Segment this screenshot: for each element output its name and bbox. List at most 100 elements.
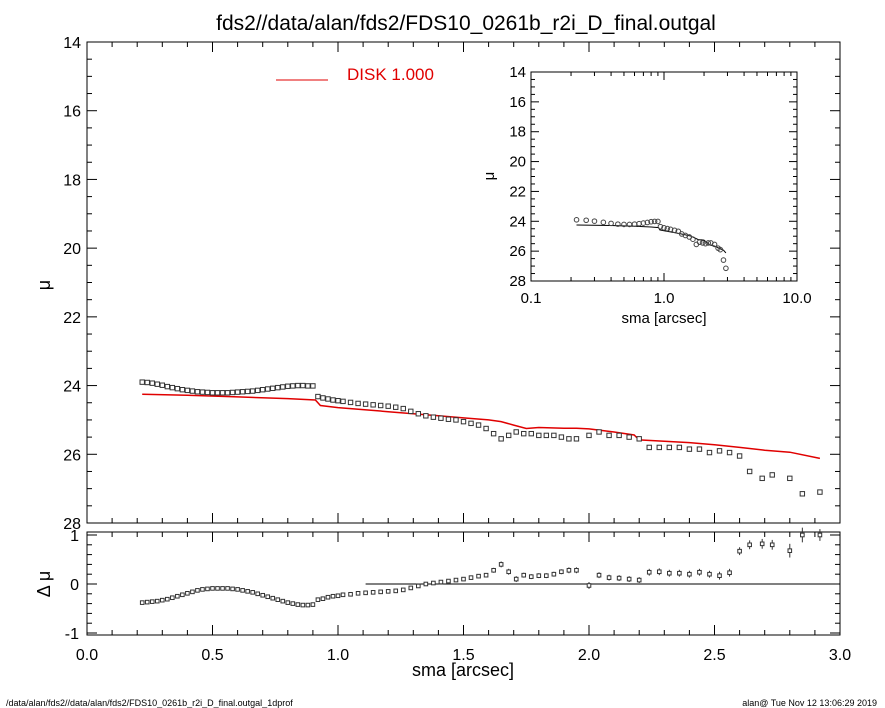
inset-y-tick-labels: 14 16 18 20 22 24 26 28 [509, 64, 526, 290]
data-point [229, 389, 236, 396]
data-point [305, 383, 311, 389]
data-point [224, 390, 231, 396]
residual-point [275, 597, 281, 602]
inset-data-point [661, 225, 667, 231]
main-y-axis-label: μ [34, 280, 54, 290]
inset-data-point [696, 239, 703, 245]
residual-x-tick-labels: 0.0 0.5 1.0 1.5 2.0 2.5 3.0 [76, 647, 851, 664]
residual-point [260, 592, 265, 598]
inset-data-point [655, 218, 661, 225]
data-point [558, 434, 565, 440]
residual-point [717, 573, 722, 578]
residual-point [769, 542, 775, 548]
data-point [265, 386, 271, 392]
data-point [199, 389, 206, 395]
residual-point [476, 573, 481, 579]
residual-point [290, 601, 296, 606]
inset-x-tick-labels: 0.1 1.0 10.0 [521, 290, 812, 307]
x-tick-label: 10.0 [782, 290, 811, 307]
inset-data-point [690, 236, 696, 242]
x-tick-label: 2.5 [703, 647, 725, 664]
residual-point [461, 576, 466, 582]
inset-data-point [720, 257, 727, 263]
residual-point [677, 570, 682, 576]
residual-point [220, 586, 225, 591]
footer-file-path: /data/alan/fds2//data/alan/fds2/FDS10_02… [6, 698, 293, 708]
data-point [385, 403, 391, 409]
data-point [505, 432, 512, 439]
residual-point [446, 578, 451, 584]
inset-data-point [608, 220, 614, 227]
residual-point [245, 589, 250, 594]
residual-point [330, 593, 336, 599]
y-tick-label: -1 [65, 626, 79, 643]
data-point [746, 468, 753, 475]
data-point [280, 384, 286, 390]
residual-point [285, 600, 291, 605]
residual-point [355, 591, 361, 596]
data-point [521, 430, 527, 437]
residual-point [431, 580, 436, 586]
residual-point [513, 576, 519, 582]
inset-data-point [644, 219, 651, 226]
inset-plot-frame [530, 71, 798, 282]
data-point [468, 420, 474, 427]
inset-data-point [702, 240, 709, 247]
residual-point [626, 576, 632, 582]
inset-data-point [573, 216, 580, 223]
residual-point [574, 567, 579, 573]
main-axis-ticks [86, 41, 841, 524]
residual-point [656, 569, 662, 575]
residual-point [636, 577, 642, 583]
residual-point [144, 599, 150, 605]
residual-point [667, 570, 672, 576]
data-point [300, 382, 306, 389]
residual-point [195, 588, 200, 593]
inset-data-point [600, 219, 607, 226]
disk-model-line [142, 393, 821, 460]
x-tick-label: 0.1 [521, 290, 542, 307]
residual-point [210, 586, 215, 591]
data-point [189, 388, 196, 394]
residual-point [190, 589, 195, 595]
data-point [347, 399, 354, 406]
inset-data-point [591, 218, 598, 224]
data-point [736, 453, 743, 459]
data-point [244, 388, 251, 395]
inset-data-point [615, 221, 621, 227]
y-tick-label: 24 [509, 213, 526, 230]
data-point [536, 432, 542, 439]
footer-user-timestamp: alan@ Tue Nov 12 13:06:29 2019 [742, 698, 877, 708]
residual-point [393, 588, 399, 594]
data-point [415, 411, 422, 417]
residual-point [646, 569, 652, 575]
data-point [290, 383, 296, 389]
residual-point [800, 532, 805, 538]
residual-point [230, 586, 235, 592]
residual-point [468, 575, 474, 580]
inset-data-point [664, 225, 671, 232]
data-point [596, 429, 602, 435]
residual-point [154, 598, 160, 604]
data-point [295, 382, 301, 389]
residual-point [235, 587, 240, 592]
data-point [249, 388, 256, 394]
residual-point [521, 572, 527, 578]
data-point [666, 444, 673, 451]
residual-point [305, 602, 311, 608]
residual-point [687, 571, 692, 577]
inset-data-point [699, 240, 706, 246]
y-tick-label: 26 [509, 243, 526, 260]
residual-point [423, 581, 429, 587]
y-tick-label: 20 [63, 241, 81, 258]
residual-point [586, 583, 592, 588]
data-point [551, 432, 557, 439]
y-tick-label: 28 [509, 273, 526, 290]
y-tick-label: 0 [70, 577, 79, 594]
residual-point [175, 593, 180, 599]
data-point [453, 417, 459, 423]
data-point [209, 390, 216, 396]
residual-y-axis-label: Δ μ [34, 571, 54, 597]
data-point [275, 384, 281, 391]
residual-point [295, 602, 301, 607]
